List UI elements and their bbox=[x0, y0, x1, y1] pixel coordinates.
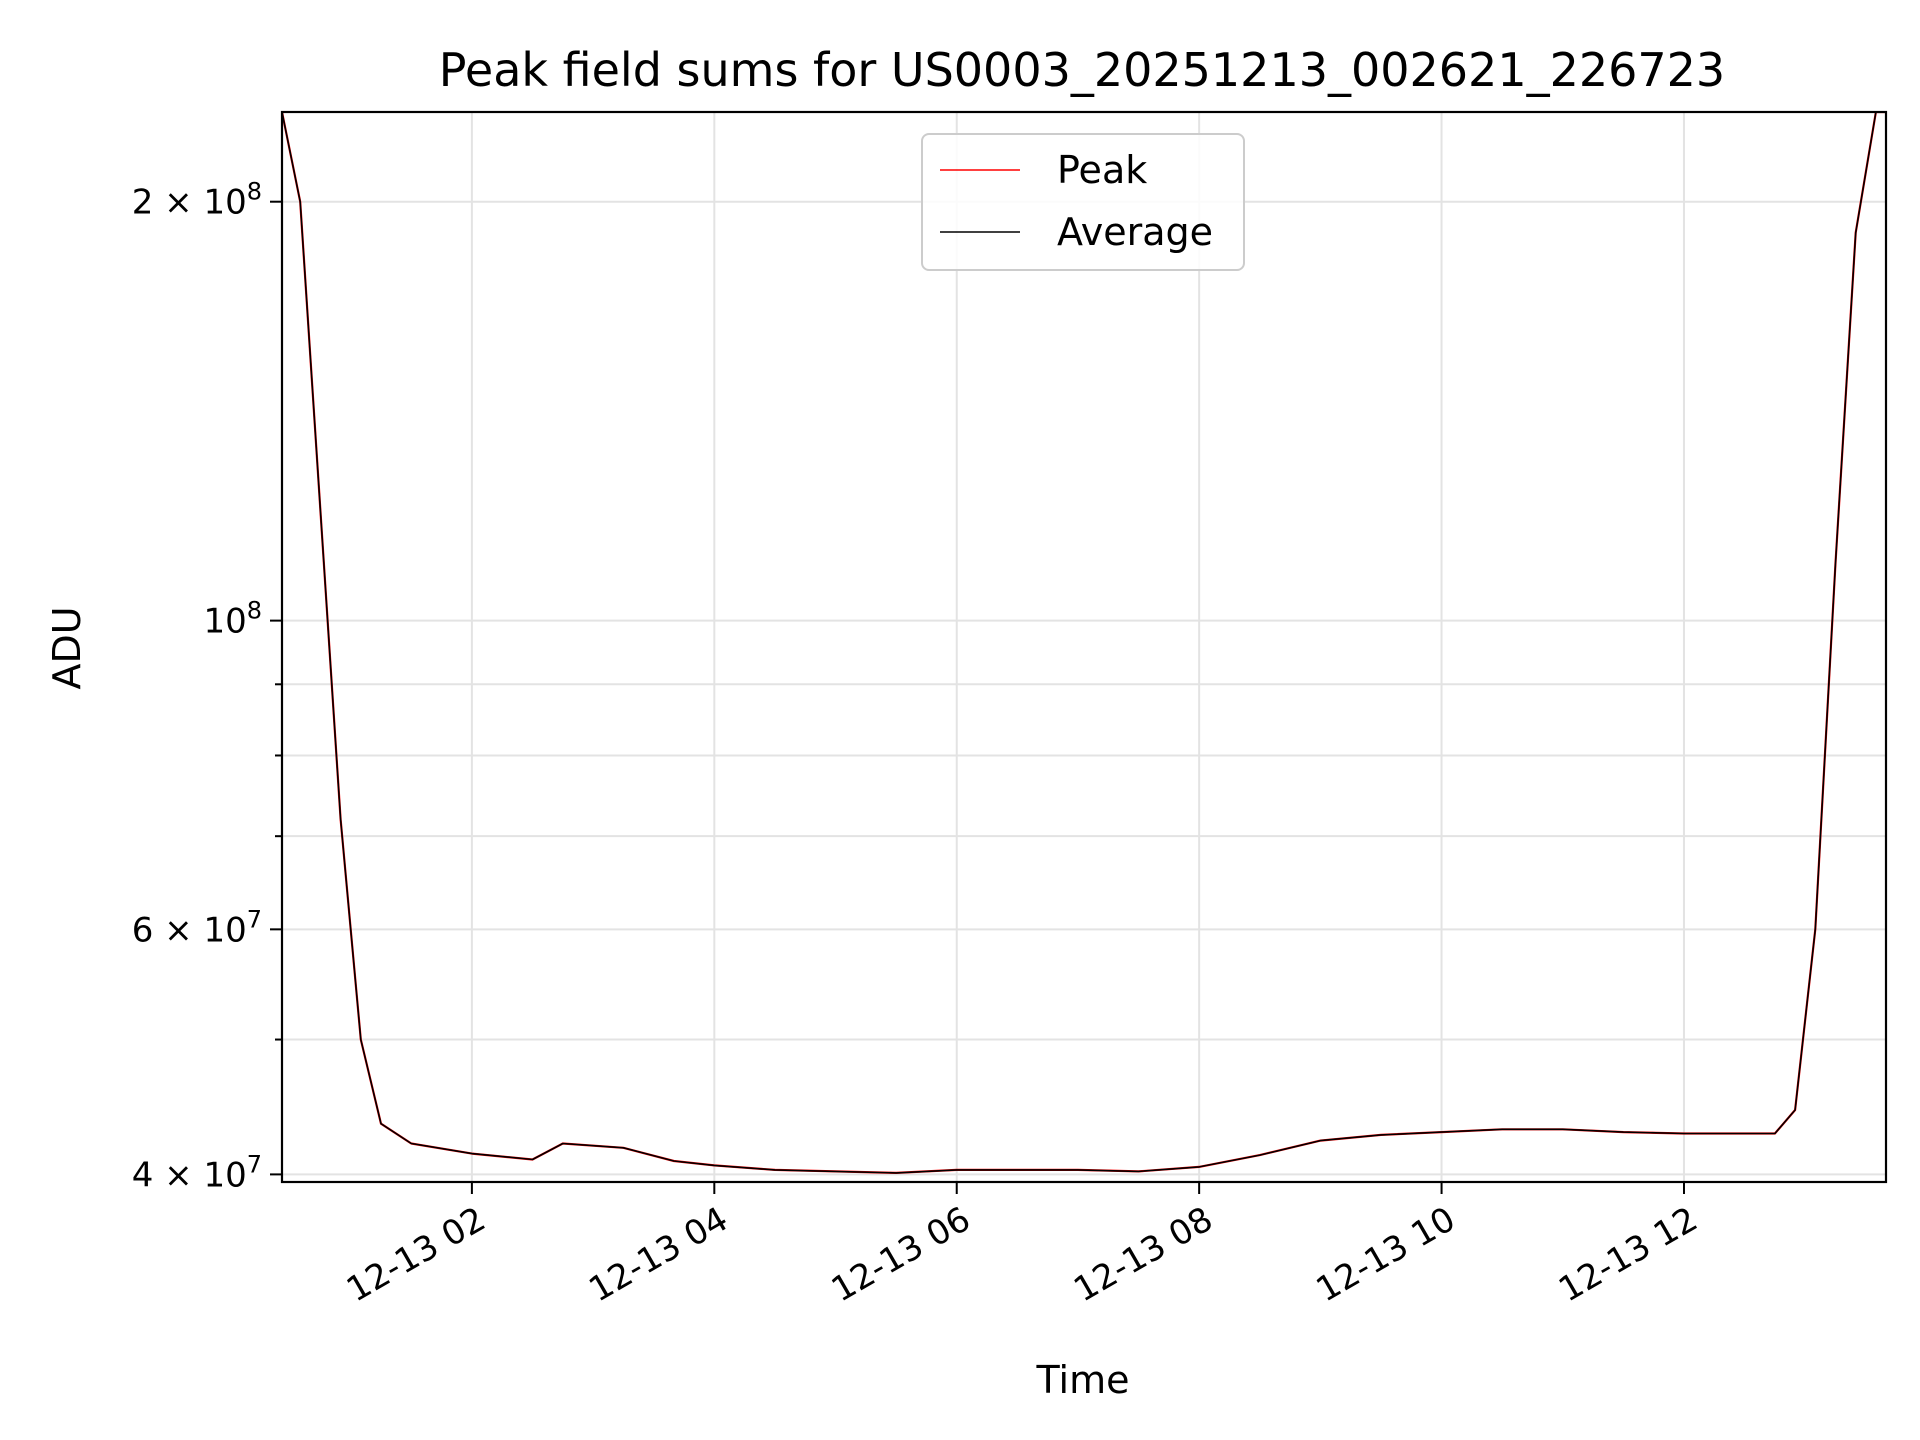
legend-label-average: Average bbox=[1057, 210, 1213, 254]
plot-series bbox=[282, 112, 1886, 1175]
series-line-average bbox=[282, 112, 1886, 1174]
legend-box bbox=[921, 133, 1245, 271]
y-tick-label: 4 × 107 bbox=[132, 1150, 262, 1195]
legend: Peak Average bbox=[921, 133, 1245, 271]
legend-label-peak: Peak bbox=[1057, 148, 1147, 192]
x-axis-label: Time bbox=[1036, 1358, 1130, 1402]
y-tick-label: 6 × 107 bbox=[132, 905, 262, 950]
chart-title: Peak field sums for US0003_20251213_0026… bbox=[439, 43, 1725, 97]
plot-frame bbox=[280, 110, 1888, 1184]
y-axis-label: ADU bbox=[45, 606, 89, 689]
y-tick-label: 2 × 108 bbox=[132, 178, 262, 223]
